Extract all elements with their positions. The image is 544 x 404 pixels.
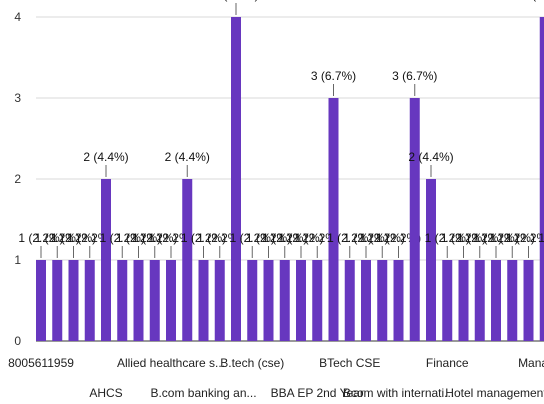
bar[interactable] [361, 260, 371, 341]
data-label: 3 (6.7%) [311, 69, 356, 83]
bar[interactable] [312, 260, 323, 341]
bar[interactable] [101, 179, 111, 341]
data-label: 1 (2.2%) [278, 231, 323, 245]
data-label: 1 (2.2%) [35, 231, 80, 245]
data-label: 2 (4.4%) [83, 150, 128, 164]
data-label: 1 (2.2%) [181, 231, 226, 245]
data-label: 4 (8.9%) [522, 0, 544, 2]
x-tick-label: Manage... [518, 356, 544, 370]
data-label: 1 (2.2%) [327, 231, 372, 245]
data-label: 1 (2.2%) [360, 231, 405, 245]
bar[interactable] [296, 260, 306, 341]
bar[interactable] [442, 260, 453, 341]
y-tick-label: 4 [14, 10, 21, 24]
x-tick-label: Finance [426, 356, 469, 370]
x-tick-label: Bcom with internati... [343, 386, 454, 400]
bar[interactable] [182, 179, 193, 341]
bar[interactable] [133, 260, 144, 341]
bar[interactable] [458, 260, 469, 341]
data-label: 1 (2.2%) [473, 231, 518, 245]
y-tick-label: 1 [14, 253, 21, 267]
data-label: 1 (2.2%) [246, 231, 291, 245]
y-tick-label: 0 [14, 334, 21, 348]
bar[interactable] [214, 260, 225, 341]
bar[interactable] [36, 260, 46, 341]
x-tick-label: B.com banking an... [150, 386, 256, 400]
bar[interactable] [84, 260, 95, 341]
x-tick-label: AHCS [89, 386, 122, 400]
data-label: 1 (2.2%) [538, 231, 544, 245]
y-tick-label: 3 [14, 91, 21, 105]
bar[interactable] [166, 260, 176, 341]
data-label: 2 (4.4%) [408, 150, 453, 164]
data-label: 1 (2.2%) [100, 231, 145, 245]
data-label: 1 (2.2%) [343, 231, 388, 245]
bar[interactable] [409, 98, 420, 341]
data-label: 1 (2.2%) [490, 231, 535, 245]
bar[interactable] [117, 260, 128, 341]
bar[interactable] [393, 260, 404, 341]
data-label: 2 (4.4%) [165, 150, 210, 164]
bar[interactable] [474, 260, 485, 341]
bar[interactable] [507, 260, 518, 341]
bar[interactable] [52, 260, 63, 341]
data-label: 1 (2.2%) [457, 231, 502, 245]
bar[interactable] [198, 260, 209, 341]
data-label: 1 (2.2%) [51, 231, 96, 245]
bar[interactable] [523, 260, 534, 341]
bar[interactable] [68, 260, 79, 341]
data-label: 1 (2.2%) [441, 231, 486, 245]
data-label: 1 (2.2%) [116, 231, 161, 245]
data-label: 1 (2.2%) [18, 231, 63, 245]
data-label: 1 (2.2%) [425, 231, 470, 245]
bar[interactable] [426, 179, 436, 341]
data-label: 1 (2.2%) [262, 231, 307, 245]
bar[interactable] [539, 17, 544, 341]
data-label: 3 (6.7%) [392, 69, 437, 83]
bar[interactable] [377, 260, 388, 341]
x-tick-label: B.tech (cse) [220, 356, 284, 370]
bar[interactable] [231, 17, 241, 341]
bar[interactable] [247, 260, 258, 341]
x-tick-label: BTech CSE [319, 356, 380, 370]
bar[interactable] [149, 260, 160, 341]
data-label: 1 (2.2%) [230, 231, 275, 245]
bar[interactable] [344, 260, 355, 341]
bar[interactable] [279, 260, 290, 341]
bar[interactable] [491, 260, 501, 341]
bar[interactable] [263, 260, 274, 341]
bar[interactable] [328, 98, 339, 341]
y-tick-label: 2 [14, 172, 21, 186]
data-label: 1 (2.2%) [506, 231, 544, 245]
x-tick-label: Allied healthcare s... [117, 356, 225, 370]
x-tick-label: BBA EP 2nd Year [271, 386, 364, 400]
data-label: 4 (8.9%) [213, 0, 258, 2]
data-label: 1 (2.2%) [132, 231, 177, 245]
x-tick-label: Hotel management [445, 386, 544, 400]
x-tick-label: 8005611959 [8, 356, 74, 370]
